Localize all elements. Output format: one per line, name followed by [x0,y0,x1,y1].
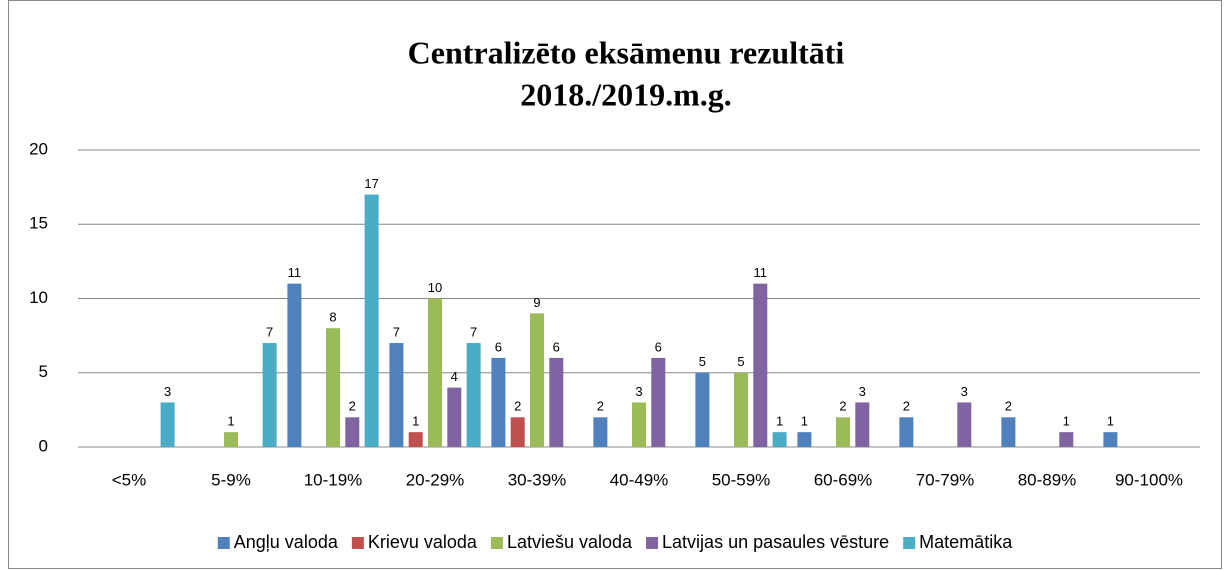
bar [695,372,710,447]
data-label: 2 [903,399,910,414]
bar [651,357,666,447]
legend-swatch [217,537,230,549]
data-label: 1 [1107,414,1114,429]
bar [1001,417,1016,447]
data-label: 17 [364,176,378,191]
y-tick-label: 15 [29,214,48,233]
bar [428,298,442,447]
x-tick-label: 10-19% [304,470,363,489]
data-label: 7 [393,324,400,339]
data-label: 3 [961,384,968,399]
bar [510,417,525,447]
bar [287,283,302,447]
bar [326,328,340,447]
bar [447,387,462,447]
data-label: 11 [754,265,768,280]
data-label: 1 [1063,414,1070,429]
data-label: 9 [533,295,540,310]
data-label: 2 [597,399,604,414]
bar [491,357,506,447]
x-tick-label: 30-39% [508,470,567,489]
x-tick-label: 5-9% [211,470,251,489]
y-tick-label: 0 [39,436,48,455]
bar [466,343,481,447]
y-tick-label: 10 [29,288,48,307]
y-tick-label: 5 [39,362,48,381]
data-label: 10 [428,280,442,295]
legend-swatch [903,537,916,549]
x-tick-label: 70-79% [916,470,975,489]
bar [797,432,812,447]
data-label: 6 [495,339,502,354]
x-tick-label: 90-100% [1115,470,1183,489]
legend-label: Matemātika [919,532,1013,552]
chart-title: 2018./2019.m.g. [520,76,732,112]
legend-swatch [490,537,503,549]
data-label: 5 [699,354,706,369]
x-tick-label: 80-89% [1018,470,1077,489]
x-tick-label: 40-49% [610,470,669,489]
bar [389,343,404,447]
bar [899,417,914,447]
bar [364,194,379,447]
legend-label: Latviešu valoda [507,532,633,552]
bar [593,417,608,447]
bar [1103,432,1118,447]
bar [530,313,544,447]
bar [734,372,748,447]
x-tick-label: 60-69% [814,470,873,489]
x-tick-label: 20-29% [406,470,465,489]
data-label: 3 [164,384,171,399]
data-label: 1 [227,414,234,429]
bar [262,343,277,447]
data-label: 5 [737,354,744,369]
data-label: 7 [266,324,273,339]
data-label: 8 [329,310,336,325]
data-label: 2 [1005,399,1012,414]
data-label: 11 [288,265,302,280]
legend-label: Angļu valoda [234,532,339,552]
chart-frame [8,0,1222,569]
x-tick-label: <5% [112,470,147,489]
data-label: 2 [514,399,521,414]
data-label: 1 [412,414,419,429]
bar [855,402,870,447]
bar [549,357,564,447]
bar [772,432,787,447]
bar [632,402,646,447]
legend-label: Krievu valoda [368,532,478,552]
bar [345,417,360,447]
chart-title: Centralizēto eksāmenu rezultāti [408,34,845,70]
bar [836,417,850,447]
data-label: 7 [470,324,477,339]
data-label: 2 [349,399,356,414]
data-label: 6 [553,339,560,354]
bar [753,283,768,447]
legend-label: Latvijas un pasaules vēsture [662,532,889,552]
data-label: 3 [635,384,642,399]
bar [160,402,175,447]
legend-swatch [646,537,659,549]
x-tick-label: 50-59% [712,470,771,489]
data-label: 1 [776,414,783,429]
bar [1059,432,1074,447]
data-label: 1 [801,414,808,429]
data-label: 2 [839,399,846,414]
data-label: 3 [859,384,866,399]
y-tick-label: 20 [29,139,48,158]
legend-swatch [351,537,364,549]
bar [224,432,238,447]
data-label: 4 [451,369,458,384]
bar [408,432,423,447]
data-label: 6 [655,339,662,354]
bar [957,402,972,447]
